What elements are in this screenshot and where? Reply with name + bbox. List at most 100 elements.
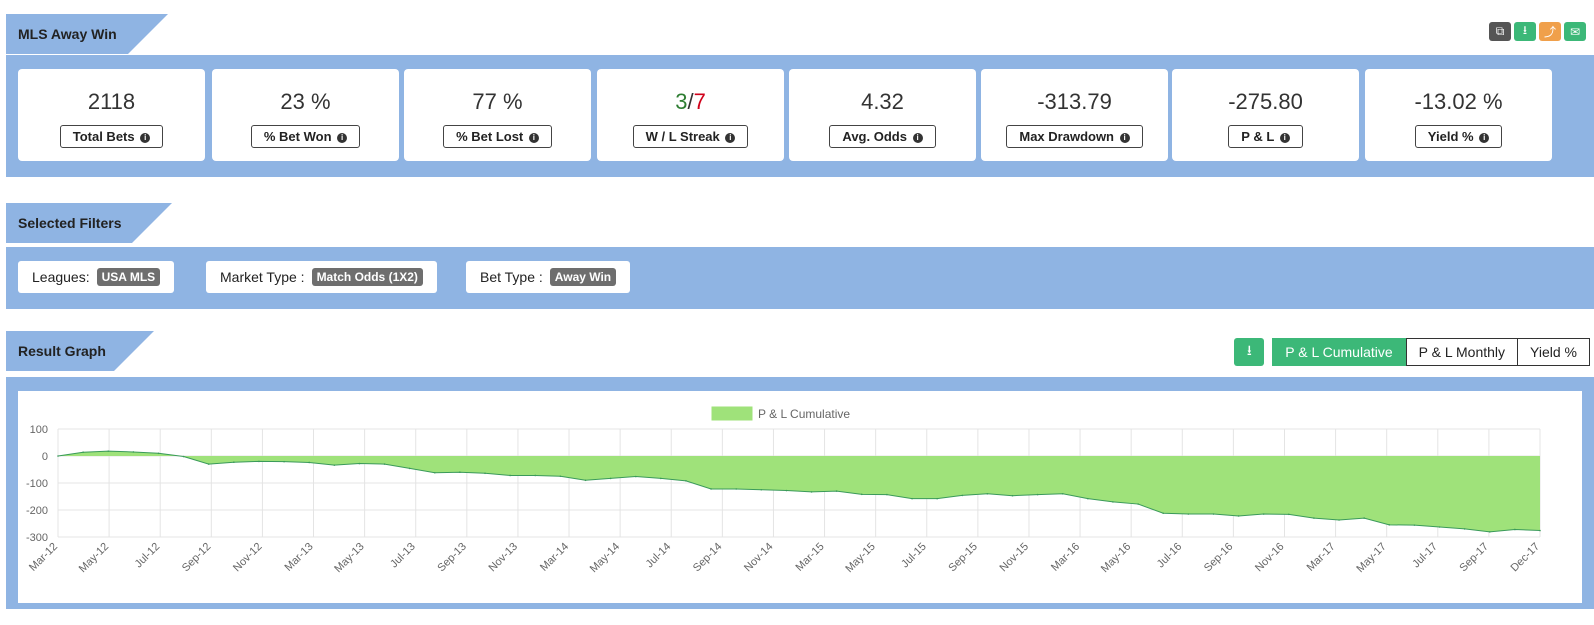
data-point	[986, 493, 989, 495]
data-point	[1262, 513, 1265, 515]
x-tick-label: Sep-16	[1202, 541, 1236, 575]
data-point	[1036, 493, 1039, 496]
y-tick-label: 100	[30, 424, 48, 436]
stat-label-button[interactable]: % Bet Won i	[250, 125, 361, 148]
download-icon[interactable]: ⭳	[1234, 338, 1265, 366]
x-tick-label: Jul-13	[388, 541, 418, 571]
data-point	[182, 455, 185, 458]
pnl-line	[57, 450, 1541, 533]
filter-badge: Match Odds (1X2)	[311, 268, 423, 286]
x-tick-label: Mar-13	[283, 541, 316, 574]
x-tick-label: Jul-14	[644, 541, 674, 571]
filter-market-type: Market Type : Match Odds (1X2)	[206, 261, 437, 293]
tab-pnl-cumulative[interactable]: P & L Cumulative	[1272, 338, 1406, 366]
data-point	[1438, 526, 1441, 528]
x-tick-label: Sep-14	[691, 541, 725, 575]
y-tick-label: -300	[26, 532, 48, 544]
filter-key: Bet Type :	[480, 269, 543, 285]
stat-card-bet-lost: 77 % % Bet Lost i	[404, 69, 591, 161]
data-point	[961, 494, 964, 497]
x-tick-label: May-16	[1099, 541, 1133, 575]
data-point	[1539, 529, 1541, 532]
email-icon[interactable]: ✉	[1564, 22, 1586, 41]
stat-label-button[interactable]: Max Drawdown i	[1006, 125, 1143, 148]
filter-badge: Away Win	[549, 268, 617, 286]
stat-label-button[interactable]: Yield % i	[1414, 125, 1503, 148]
data-point	[358, 462, 361, 465]
x-tick-label: Mar-15	[794, 541, 827, 574]
data-point	[82, 451, 84, 454]
info-icon: i	[140, 133, 151, 143]
data-point	[57, 455, 59, 457]
data-point	[207, 463, 210, 465]
stat-label-button[interactable]: % Bet Lost i	[443, 125, 552, 148]
data-point	[810, 491, 813, 493]
page-title: MLS Away Win	[18, 26, 117, 42]
x-tick-label: Sep-15	[946, 541, 980, 575]
x-tick-label: Nov-13	[486, 541, 520, 575]
tab-pnl-monthly[interactable]: P & L Monthly	[1405, 338, 1518, 366]
data-point	[785, 489, 788, 492]
data-point	[685, 480, 687, 482]
stats-panel: 2118 Total Bets i 23 % % Bet Won i 77 % …	[6, 55, 1594, 177]
x-tick-label: May-14	[588, 541, 622, 575]
share-icon[interactable]: ⤴	[1539, 22, 1561, 41]
graph-toolbar: ⭳ P & L Cumulative P & L Monthly Yield %	[1234, 338, 1590, 366]
graph-title: Result Graph	[18, 343, 106, 359]
stat-card-max-drawdown: -313.79 Max Drawdown i	[981, 69, 1168, 161]
x-tick-label: Sep-17	[1457, 541, 1491, 575]
filter-key: Leagues:	[32, 269, 90, 285]
filter-leagues: Leagues: USA MLS	[18, 261, 175, 293]
data-point	[433, 471, 436, 474]
data-point	[1137, 503, 1139, 505]
data-point	[1514, 528, 1516, 531]
x-tick-label: Jul-17	[1410, 541, 1440, 571]
data-point	[233, 461, 235, 464]
stat-value: -313.79	[1037, 89, 1112, 114]
x-tick-label: May-12	[77, 541, 111, 575]
legend-swatch	[711, 406, 753, 421]
data-point	[1187, 513, 1190, 515]
data-point	[760, 488, 763, 491]
x-tick-label: May-13	[332, 541, 366, 575]
data-point	[132, 451, 135, 453]
stat-card-avg-odds: 4.32 Avg. Odds i	[789, 69, 976, 161]
y-tick-label: 0	[42, 451, 48, 463]
stat-value: 2118	[87, 89, 136, 114]
data-point	[1338, 519, 1340, 521]
legend-label: P & L Cumulative	[758, 407, 850, 421]
filters-title: Selected Filters	[18, 215, 122, 231]
stat-card-total-bets: 2118 Total Bets i	[18, 69, 205, 161]
data-point	[1011, 494, 1014, 497]
download-icon[interactable]: ⭳	[1514, 22, 1536, 41]
x-tick-label: Mar-14	[538, 541, 571, 574]
data-point	[534, 474, 537, 477]
info-icon: i	[1479, 133, 1490, 143]
stat-card-pnl: -275.80 P & L i	[1172, 69, 1359, 161]
stat-label-button[interactable]: P & L i	[1228, 125, 1303, 148]
stat-card-bet-won: 23 % % Bet Won i	[212, 69, 399, 161]
x-tick-label: Jul-12	[133, 541, 163, 571]
data-point	[1112, 501, 1114, 503]
x-tick-label: Dec-17	[1509, 541, 1543, 575]
data-point	[1288, 513, 1290, 516]
stat-label-button[interactable]: Total Bets i	[59, 125, 164, 148]
info-icon: i	[1279, 133, 1290, 143]
x-tick-label: Sep-13	[435, 541, 469, 575]
data-point	[1162, 512, 1165, 515]
copy-icon[interactable]: ⧉	[1489, 22, 1511, 41]
data-point	[1488, 531, 1491, 533]
tab-yield[interactable]: Yield %	[1517, 338, 1590, 366]
stat-value: 3/7	[675, 89, 706, 114]
filter-key: Market Type :	[220, 269, 305, 285]
y-tick-label: -200	[26, 505, 48, 517]
stat-label-button[interactable]: W / L Streak i	[632, 125, 749, 148]
data-point	[911, 497, 913, 500]
data-point	[1463, 528, 1466, 530]
info-icon: i	[528, 133, 539, 143]
x-tick-label: Nov-14	[742, 541, 776, 575]
stat-label-button[interactable]: Avg. Odds i	[829, 125, 936, 148]
data-point	[459, 471, 461, 473]
data-point	[1061, 493, 1064, 495]
data-point	[258, 460, 260, 463]
